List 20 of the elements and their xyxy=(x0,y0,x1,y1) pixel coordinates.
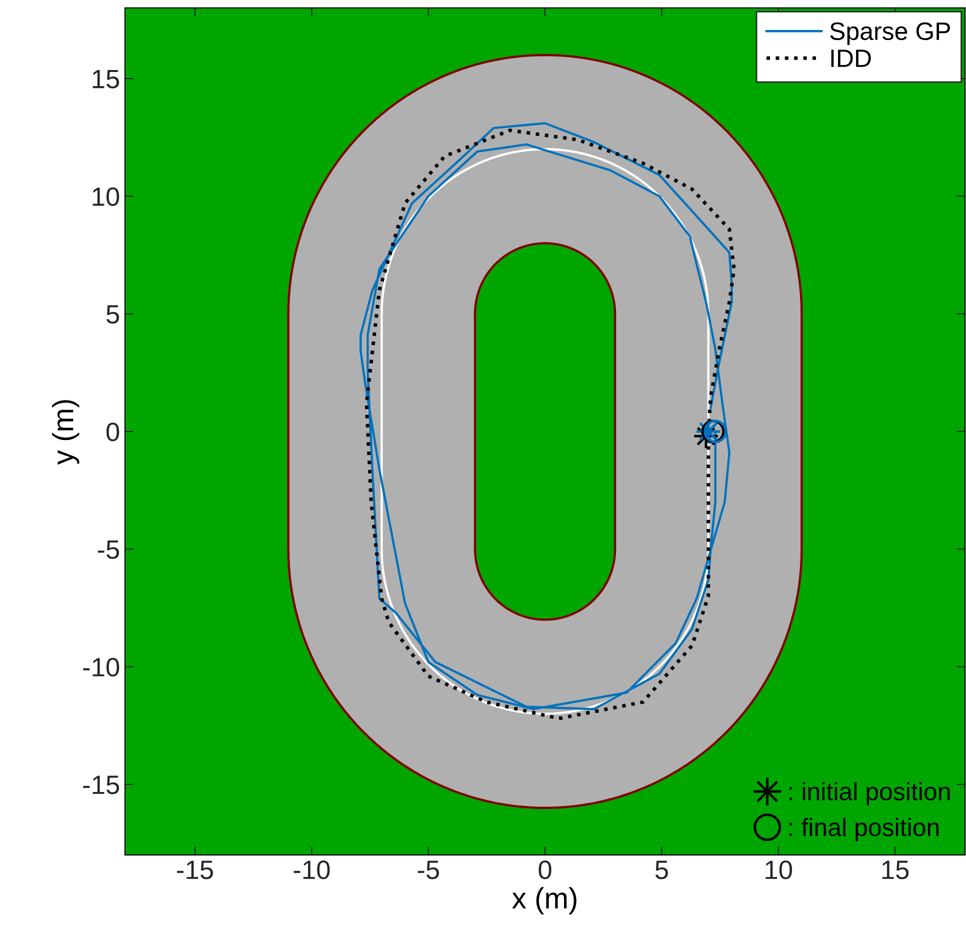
x-tick-label: 15 xyxy=(882,860,909,880)
x-tick-label: -15 xyxy=(177,860,213,880)
y-tick-label: 10 xyxy=(92,187,120,206)
legend-label: IDD xyxy=(831,50,871,67)
y-tick-label: 15 xyxy=(92,70,120,88)
x-axis-title: x (m) xyxy=(512,887,576,914)
x-tick-label: 5 xyxy=(655,860,668,880)
x-tick-label: -5 xyxy=(418,860,439,880)
y-tick-label: -15 xyxy=(83,776,120,794)
legend-label: : final position xyxy=(790,818,939,842)
x-tick-label: -10 xyxy=(294,860,330,880)
legend-label: Sparse GP xyxy=(830,22,950,46)
y-tick-label: -10 xyxy=(83,658,120,677)
y-tick-label: 0 xyxy=(106,422,120,442)
x-tick-label: 10 xyxy=(766,860,792,880)
y-tick-label: 5 xyxy=(106,305,120,324)
y-axis-title: y (m) xyxy=(52,400,80,465)
y-tick-label: -5 xyxy=(98,540,120,559)
legend-label: : initial position xyxy=(790,782,950,806)
x-tick-label: 0 xyxy=(538,860,552,880)
